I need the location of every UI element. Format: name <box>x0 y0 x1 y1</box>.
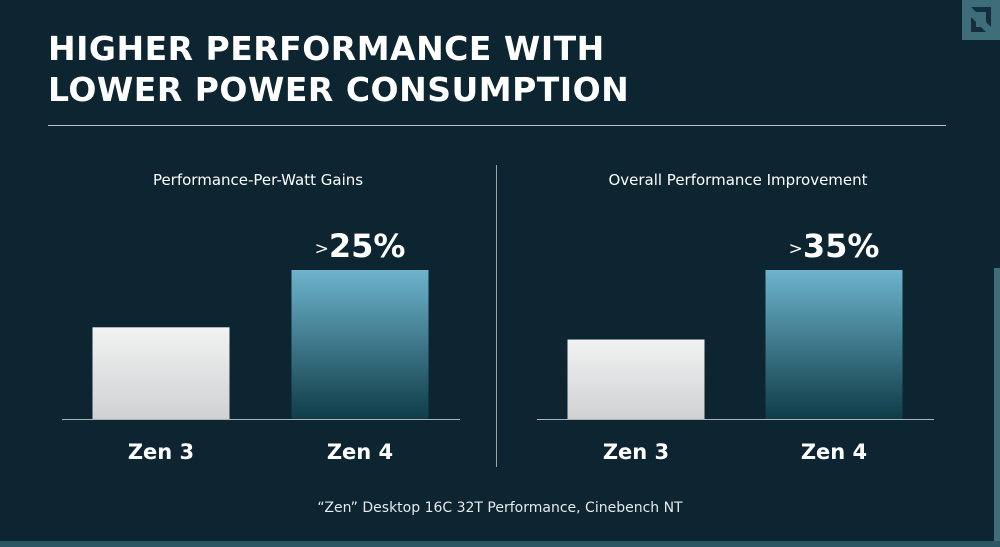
data-label: >35% <box>789 227 880 265</box>
category-label: Zen 3 <box>603 440 669 464</box>
chart-title: Overall Performance Improvement <box>608 171 867 189</box>
brand-logo-box <box>962 0 1000 40</box>
bottom-accent-strip <box>0 541 1000 547</box>
title-line-1: HIGHER PERFORMANCE WITH <box>48 29 605 68</box>
bar-zen-4 <box>291 270 429 419</box>
bar-zen-3 <box>567 339 705 419</box>
amd-arrow-logo-icon <box>971 7 991 32</box>
category-label: Zen 4 <box>801 440 867 464</box>
title-rule <box>48 125 946 126</box>
bar-zen-4 <box>765 270 903 419</box>
right-accent-strip <box>994 268 1000 547</box>
page-title: HIGHER PERFORMANCE WITH LOWER POWER CONS… <box>48 28 629 110</box>
chart-title: Performance-Per-Watt Gains <box>153 171 363 189</box>
category-label: Zen 3 <box>128 440 194 464</box>
title-line-2: LOWER POWER CONSUMPTION <box>48 70 630 109</box>
data-label: >25% <box>315 227 406 265</box>
bar-zen-3 <box>92 327 230 419</box>
chart-divider <box>496 165 497 467</box>
footnote: “Zen” Desktop 16C 32T Performance, Cineb… <box>317 500 683 516</box>
category-label: Zen 4 <box>327 440 393 464</box>
